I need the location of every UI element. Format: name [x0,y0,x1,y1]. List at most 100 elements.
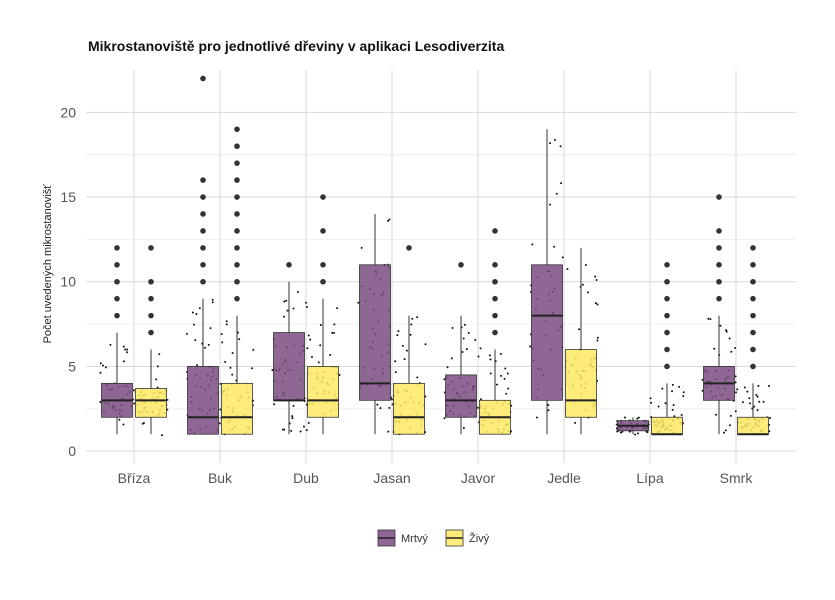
jitter-point [500,374,503,377]
jitter-point [124,348,127,351]
jitter-point [701,389,704,392]
x-tick-label: Smrk [720,470,754,486]
jitter-point [99,400,102,403]
outlier-point [750,295,756,302]
jitter-point [211,301,214,304]
jitter-point [156,365,159,368]
jitter-point [99,362,102,365]
boxplot [617,417,649,435]
jitter-point [286,309,289,312]
jitter-point [410,323,413,326]
x-tick-label: Dub [293,470,319,486]
jitter-point [756,409,759,412]
jitter-point [555,192,558,195]
jitter-point [396,334,399,337]
jitter-point [207,343,210,346]
outlier-point [234,228,240,234]
jitter-point [195,313,198,316]
outlier-point [234,177,240,183]
jitter-point [118,418,121,421]
outlier-point [406,245,412,251]
jitter-point [729,414,732,417]
jitter-point [489,372,492,375]
jitter-point [724,429,727,432]
legend-item: Mrtvý [377,529,428,547]
jitter-point [596,339,599,342]
outlier-point [320,262,326,268]
jitter-point [391,403,394,406]
outlier-point [750,363,756,370]
jitter-point [292,307,295,310]
jitter-point [594,302,597,305]
jitter-point [596,303,599,306]
jitter-point [566,267,569,270]
jitter-point [578,328,581,331]
jitter-point [450,357,453,360]
outlier-point [148,295,154,302]
jitter-point [401,344,404,347]
jitter-point [271,369,274,372]
boxplot [273,262,305,435]
outlier-point [234,278,240,285]
jitter-point [729,424,732,427]
box [565,349,597,418]
boxplot [221,126,253,435]
x-axis-ticks: Bříza Buk Dub Jasan Javor Jedle Lípa Smrk [118,470,754,486]
outlier-point [114,278,120,285]
jitter-point [122,423,125,426]
jitter-point [160,434,163,437]
jitter-point [158,353,161,356]
outlier-point [750,329,756,336]
y-tick-label: 10 [60,274,76,290]
outlier-point [750,312,756,319]
boxplot [135,245,167,435]
outlier-point [234,262,240,268]
jitter-point [560,182,563,185]
jitter-point [619,431,622,434]
boxplot [531,129,563,435]
jitter-point [273,403,276,406]
jitter-point [649,397,652,400]
outlier-point [750,262,756,268]
jitter-point [281,428,284,431]
jitter-point [296,291,299,294]
x-tick-label: Lípa [636,470,663,486]
jitter-point [104,366,107,369]
outlier-point [114,245,120,251]
jitter-point [634,433,637,436]
jitter-point [547,404,550,407]
boxplot [651,262,683,436]
jitter-point [730,350,733,353]
jitter-point [309,338,312,341]
jitter-point [682,391,685,394]
outlier-point [200,194,206,200]
jitter-point [219,408,222,411]
x-tick-label: Javor [461,470,496,486]
jitter-point [394,371,397,374]
jitter-point [728,337,731,340]
jitter-point [283,315,286,318]
jitter-point [394,360,397,363]
outlier-point [664,295,670,302]
jitter-point [291,415,294,418]
jitter-point [734,381,737,384]
y-axis-title: Počet uvedených mikrostanovišť [42,184,54,344]
jitter-point [594,275,597,278]
jitter-point [333,323,336,326]
jitter-point [748,402,751,405]
jitter-point [682,395,685,398]
jitter-point [292,404,295,407]
jitter-point [194,339,197,342]
outlier-point [492,228,498,234]
jitter-point [748,397,751,400]
jitter-point [549,203,552,206]
jitter-point [758,400,761,403]
jitter-point [231,373,234,376]
jitter-point [424,343,427,346]
jitter-point [319,324,322,327]
jitter-point [290,429,293,432]
jitter-point [218,422,221,425]
outlier-point [234,160,240,166]
outlier-point [664,312,670,319]
